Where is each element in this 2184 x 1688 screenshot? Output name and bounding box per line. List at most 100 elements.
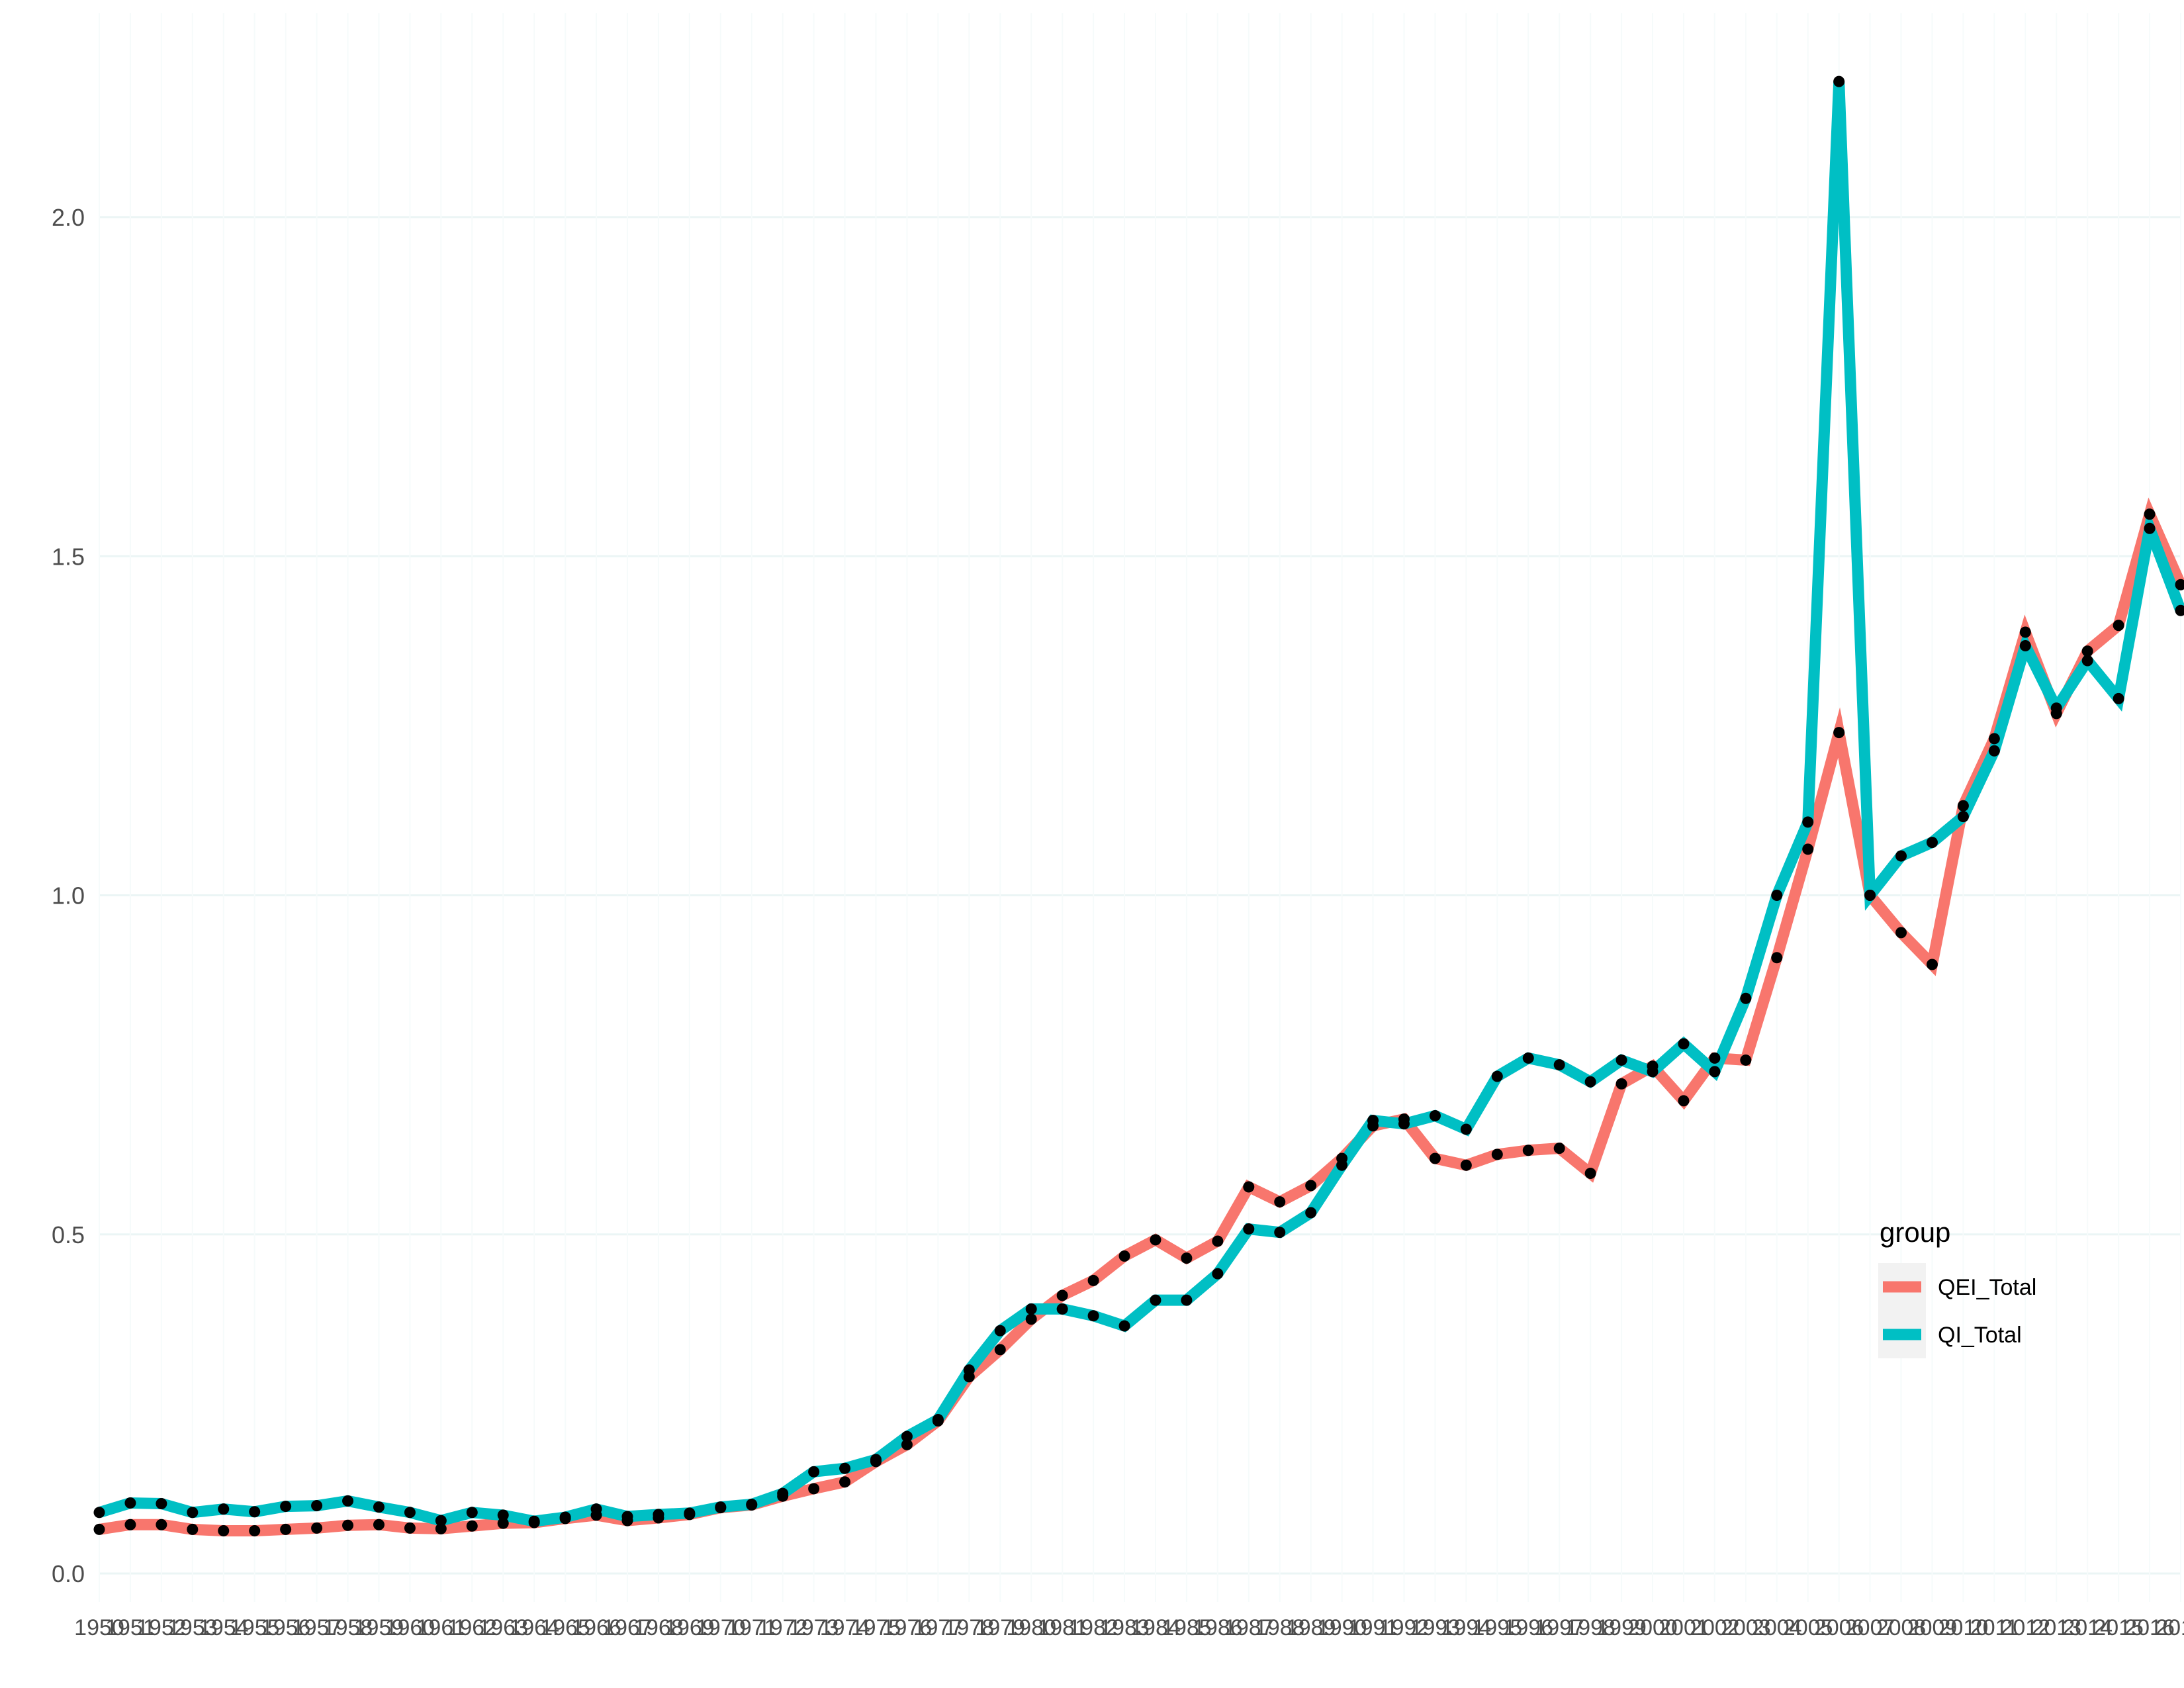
data-point bbox=[1740, 1054, 1752, 1066]
x-tick-label: 1996 bbox=[1503, 1615, 1553, 1640]
y-tick-label: 0.0 bbox=[52, 1560, 85, 1587]
data-point bbox=[1181, 1294, 1193, 1306]
x-tick-label: 1957 bbox=[292, 1615, 342, 1640]
x-tick-label: 1972 bbox=[758, 1615, 808, 1640]
x-tick-label: 2002 bbox=[1690, 1615, 1740, 1640]
y-gridlines bbox=[99, 13, 2181, 1602]
data-point bbox=[1584, 1076, 1596, 1088]
data-point bbox=[466, 1520, 478, 1532]
y-tick-label: 0.5 bbox=[52, 1221, 85, 1248]
data-point bbox=[435, 1515, 447, 1526]
x-tick-label: 2011 bbox=[1970, 1615, 2019, 1640]
x-tick-label: 2014 bbox=[2062, 1615, 2113, 1640]
data-point bbox=[404, 1522, 416, 1534]
data-point bbox=[1771, 952, 1783, 964]
x-tick-label: 1958 bbox=[323, 1615, 373, 1640]
data-point bbox=[1025, 1313, 1037, 1325]
data-point bbox=[1429, 1152, 1441, 1164]
data-point bbox=[373, 1519, 385, 1530]
data-point bbox=[280, 1523, 292, 1535]
x-tick-label: 2017 bbox=[2156, 1615, 2184, 1640]
data-point bbox=[1522, 1145, 1534, 1156]
y-tick-label: 2.0 bbox=[52, 204, 85, 231]
data-point bbox=[124, 1497, 136, 1509]
data-point bbox=[2081, 645, 2093, 657]
data-point bbox=[839, 1462, 851, 1474]
x-tick-label: 1953 bbox=[167, 1615, 218, 1640]
x-tick-label: 1973 bbox=[789, 1615, 839, 1640]
x-tick-label: 1970 bbox=[696, 1615, 746, 1640]
x-tick-label: 1959 bbox=[354, 1615, 404, 1640]
data-point bbox=[1678, 1095, 1690, 1107]
x-tick-label: 1971 bbox=[727, 1615, 777, 1640]
x-tick-label: 1999 bbox=[1596, 1615, 1647, 1640]
x-tick-label: 1980 bbox=[1006, 1615, 1056, 1640]
data-point bbox=[1150, 1234, 1161, 1246]
x-tick-label: 1990 bbox=[1317, 1615, 1367, 1640]
data-point bbox=[156, 1497, 167, 1509]
data-point bbox=[1553, 1059, 1565, 1071]
data-point bbox=[1087, 1274, 1099, 1286]
x-tick-label: 2016 bbox=[2124, 1615, 2175, 1640]
x-tick-label: 1979 bbox=[975, 1615, 1025, 1640]
data-point bbox=[994, 1325, 1006, 1336]
data-point bbox=[2175, 604, 2184, 616]
data-point bbox=[1833, 75, 1845, 87]
data-point bbox=[1243, 1181, 1255, 1193]
data-point bbox=[1740, 992, 1752, 1004]
data-point bbox=[1615, 1054, 1627, 1066]
y-tick-label: 1.5 bbox=[52, 543, 85, 570]
series-lines bbox=[97, 81, 2184, 1536]
x-tick-label: 1960 bbox=[385, 1615, 435, 1640]
data-point bbox=[1367, 1115, 1379, 1127]
data-point bbox=[2019, 639, 2031, 651]
series-line-QEI_Total bbox=[98, 497, 2184, 1536]
data-point bbox=[1709, 1066, 1721, 1078]
data-point bbox=[777, 1487, 789, 1499]
x-tick-label: 2015 bbox=[2093, 1615, 2144, 1640]
data-point bbox=[404, 1507, 416, 1519]
data-point bbox=[1957, 811, 1969, 823]
data-point bbox=[1118, 1320, 1130, 1332]
data-point bbox=[528, 1515, 540, 1527]
x-tick-label: 2001 bbox=[1659, 1615, 1709, 1640]
data-point bbox=[1615, 1078, 1627, 1090]
data-point bbox=[1181, 1252, 1193, 1264]
data-point bbox=[1709, 1052, 1721, 1064]
data-point bbox=[1305, 1180, 1317, 1192]
data-point bbox=[187, 1523, 199, 1535]
data-point bbox=[1895, 927, 1907, 939]
data-point bbox=[1491, 1070, 1503, 1082]
legend-label: QI_Total bbox=[1938, 1323, 2022, 1348]
data-point bbox=[559, 1511, 571, 1523]
legend-label: QEI_Total bbox=[1938, 1275, 2036, 1300]
data-point bbox=[2050, 702, 2062, 714]
data-point bbox=[497, 1509, 509, 1521]
data-point bbox=[373, 1501, 385, 1513]
data-point bbox=[218, 1524, 230, 1536]
data-point bbox=[1771, 890, 1783, 901]
data-point bbox=[684, 1507, 696, 1519]
data-point bbox=[466, 1507, 478, 1519]
data-point bbox=[1584, 1168, 1596, 1180]
data-point bbox=[1678, 1038, 1690, 1050]
data-point bbox=[2113, 692, 2124, 704]
x-tick-label: 2010 bbox=[1938, 1615, 1989, 1640]
legend-title: group bbox=[1880, 1217, 1950, 1248]
data-point bbox=[497, 1517, 509, 1529]
x-tick-label: 1962 bbox=[447, 1615, 497, 1640]
data-point bbox=[1025, 1303, 1037, 1315]
data-point bbox=[1802, 816, 1814, 828]
data-point bbox=[746, 1499, 758, 1511]
data-point bbox=[1056, 1303, 1068, 1315]
x-tick-label: 1984 bbox=[1130, 1615, 1181, 1640]
x-tick-label: 2013 bbox=[2031, 1615, 2081, 1640]
data-point bbox=[870, 1454, 882, 1466]
data-point bbox=[1087, 1310, 1099, 1322]
data-point bbox=[1398, 1118, 1410, 1130]
x-tick-label: 1977 bbox=[913, 1615, 964, 1640]
x-tick-label: 2009 bbox=[1907, 1615, 1958, 1640]
x-tick-label: 1950 bbox=[74, 1615, 124, 1640]
x-tick-label: 1961 bbox=[416, 1615, 467, 1640]
series-points bbox=[93, 75, 2184, 1536]
